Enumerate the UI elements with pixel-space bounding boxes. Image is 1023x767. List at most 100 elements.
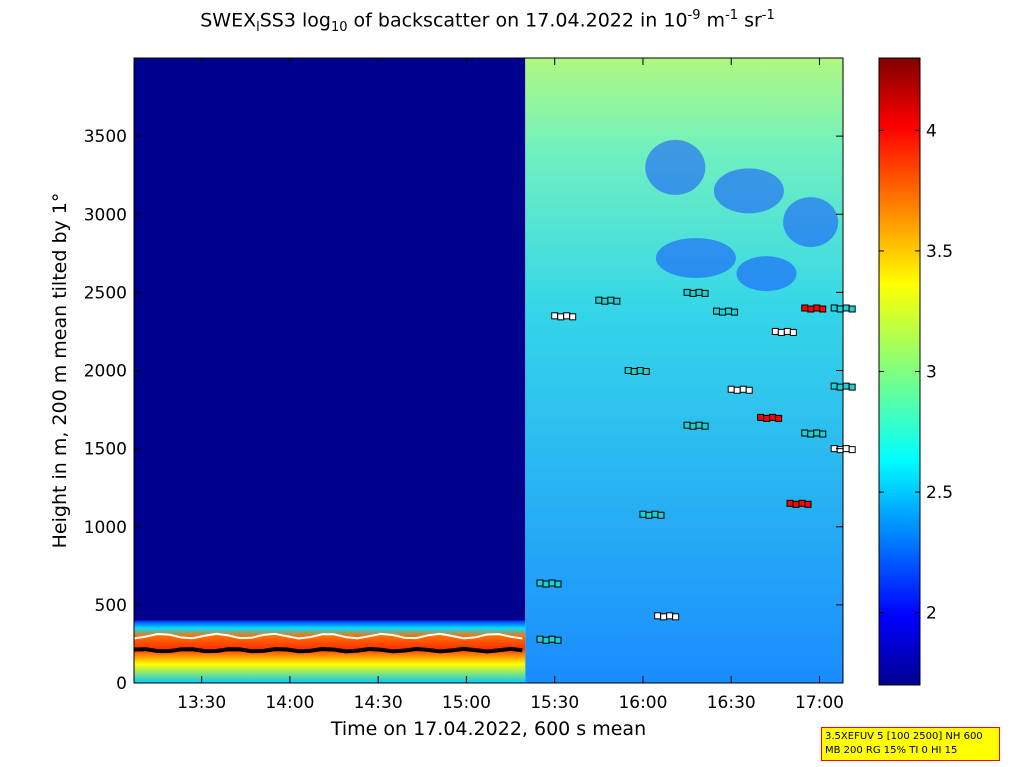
cloud-base-marker — [836, 446, 844, 454]
cloud-base-marker — [666, 612, 674, 620]
y-tick-label: 2500 — [84, 283, 127, 303]
cloud-base-marker — [651, 510, 659, 518]
cloud-base-marker — [842, 382, 850, 390]
cloud-base-marker — [830, 304, 838, 312]
colorbar-tick-label: 4 — [926, 121, 937, 141]
title-sup2: -1 — [725, 8, 739, 23]
title-part5: sr — [738, 9, 762, 32]
cloud-base-marker — [695, 421, 703, 429]
cloud-base-marker — [630, 368, 638, 375]
cloud-base-marker — [645, 511, 653, 519]
settings-annotation-box: 3.5XEFUV 5 [100 2500] NH 600 MB 200 RG 1… — [821, 727, 1000, 761]
cloud-base-marker — [830, 382, 838, 390]
cloud-base-marker — [542, 580, 550, 588]
cloud-base-marker — [695, 288, 703, 296]
chart-title: SWEXlSS3 log10 of backscatter on 17.04.2… — [0, 8, 975, 35]
colorbar-gradient — [878, 57, 921, 686]
cloud-base-marker — [683, 421, 691, 429]
cloud-base-marker — [689, 289, 697, 297]
cloud-base-marker — [792, 500, 800, 508]
cloud-base-marker — [777, 328, 785, 336]
settings-line-1: 3.5XEFUV 5 [100 2500] NH 600 — [825, 731, 983, 742]
cloud-base-marker — [775, 414, 783, 422]
title-part2: SS3 log — [259, 9, 331, 32]
y-tick-label: 3500 — [84, 127, 127, 147]
cloud-base-marker — [842, 304, 850, 312]
cloud-base-marker — [542, 636, 550, 644]
cloud-base-marker — [798, 499, 806, 507]
x-tick-label: 15:00 — [442, 693, 491, 713]
backscatter-patch — [655, 238, 736, 278]
x-tick-label: 13:30 — [177, 693, 226, 713]
cloud-base-marker — [689, 422, 697, 430]
cloud-base-marker — [848, 305, 856, 313]
cloud-base-marker — [569, 313, 577, 321]
title-sub1: l — [256, 20, 260, 36]
x-tick-label: 17:00 — [795, 693, 844, 713]
cloud-base-marker — [624, 367, 632, 374]
title-sub2: 10 — [330, 20, 348, 36]
cloud-base-marker — [848, 446, 856, 454]
colorbar-tick-label: 3 — [926, 363, 937, 383]
colorbar-tick-label: 3.5 — [926, 242, 953, 262]
title-part1: SWEX — [200, 9, 257, 32]
heatmap-region — [134, 620, 526, 683]
cloud-base-marker — [548, 635, 556, 643]
backscatter-patch — [713, 168, 784, 214]
boundary-layer-base-line — [133, 646, 523, 654]
cloud-base-marker — [733, 386, 741, 394]
cloud-base-marker — [804, 500, 812, 508]
cloud-base-marker — [730, 308, 738, 316]
cloud-base-marker — [595, 296, 603, 304]
cloud-base-marker — [745, 386, 753, 394]
settings-line-2: MB 200 RG 15% TI 0 HI 15 — [825, 745, 958, 756]
cloud-base-marker — [783, 327, 791, 335]
x-tick-label: 16:30 — [707, 693, 756, 713]
colorbar-tick-label: 2.5 — [926, 483, 953, 503]
cloud-base-marker — [819, 430, 827, 438]
title-part3: of backscatter on 17.04.2022 in 10 — [347, 9, 688, 32]
cloud-base-marker — [757, 413, 765, 421]
cloud-base-marker — [836, 383, 844, 391]
boundary-layer-top-line — [133, 632, 523, 640]
cloud-base-marker — [786, 499, 794, 507]
x-tick-label: 14:30 — [354, 693, 403, 713]
cloud-base-marker — [548, 579, 556, 587]
cloud-base-marker — [739, 385, 747, 393]
cloud-base-marker — [601, 297, 609, 305]
title-sup3: -1 — [761, 8, 775, 23]
cloud-base-marker — [654, 612, 662, 620]
y-tick-label: 1000 — [84, 518, 127, 538]
backscatter-patch — [783, 197, 839, 248]
cloud-base-marker — [636, 367, 644, 374]
cloud-base-marker — [727, 385, 735, 393]
heatmap-region — [134, 58, 526, 621]
cloud-base-marker — [807, 430, 815, 438]
cloud-base-marker — [642, 368, 650, 375]
cloud-base-marker — [701, 289, 709, 297]
cloud-base-marker — [563, 312, 571, 320]
heatmap-plot-area — [133, 57, 856, 684]
cloud-base-marker — [801, 304, 809, 312]
backscatter-patch — [645, 139, 706, 195]
cloud-base-marker — [660, 613, 668, 621]
cloud-base-marker — [771, 327, 779, 335]
x-tick-label: 15:30 — [530, 693, 579, 713]
x-tick-label: 14:00 — [265, 693, 314, 713]
cloud-base-marker — [672, 613, 680, 621]
cloud-base-marker — [712, 307, 720, 315]
cloud-base-marker — [657, 511, 665, 519]
cloud-base-marker — [554, 636, 562, 644]
cloud-base-marker — [536, 579, 544, 587]
y-tick-label: 500 — [95, 596, 127, 616]
colorbar-tick-label: 2 — [926, 604, 937, 624]
y-tick-label: 1500 — [84, 440, 127, 460]
cloud-base-marker — [836, 305, 844, 313]
cloud-base-marker — [769, 413, 777, 421]
cloud-base-marker — [813, 304, 821, 312]
cloud-base-marker — [554, 580, 562, 588]
cloud-base-marker — [789, 328, 797, 336]
cloud-base-marker — [607, 296, 615, 304]
y-tick-label: 3000 — [84, 205, 127, 225]
